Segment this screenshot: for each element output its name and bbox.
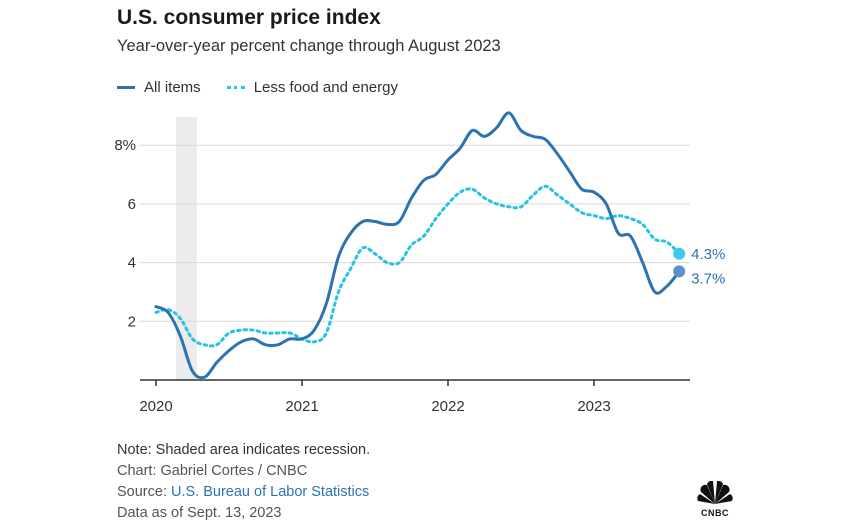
legend: All items Less food and energy (117, 79, 424, 96)
chart-subtitle: Year-over-year percent change through Au… (117, 37, 501, 55)
end-label-core: 4.3% (691, 246, 725, 263)
footer: Note: Shaded area indicates recession. C… (117, 440, 370, 524)
footer-note: Note: Shaded area indicates recession. (117, 442, 371, 458)
y-tick-label: 2 (128, 313, 136, 330)
legend-item-all-items: All items (117, 79, 201, 96)
legend-label-all-items: All items (144, 79, 201, 96)
footer-source: Source: U.S. Bureau of Labor Statistics (117, 482, 370, 503)
x-tick-label: 2022 (431, 398, 464, 415)
logo-text: CNBC (701, 508, 729, 518)
footer-data-date: Data as of Sept. 13, 2023 (117, 505, 282, 521)
footer-source-prefix: Source: (117, 484, 171, 500)
x-tick-label: 2023 (577, 398, 610, 415)
x-tick-label: 2020 (139, 398, 172, 415)
legend-swatch-solid (117, 86, 135, 89)
series-line-all-items (154, 111, 681, 380)
footer-credit: Chart: Gabriel Cortes / CNBC (117, 463, 308, 479)
y-tick-label: 6 (128, 196, 136, 213)
y-tick-label: 4 (128, 255, 136, 272)
peacock-icon (697, 480, 733, 504)
x-tick-label: 2021 (285, 398, 318, 415)
end-point-core (673, 247, 686, 260)
legend-item-core: Less food and energy (226, 79, 398, 96)
legend-label-core: Less food and energy (253, 79, 398, 96)
chart-title: U.S. consumer price index (117, 6, 381, 29)
series-line-core (154, 184, 681, 348)
recession-shade (176, 117, 197, 380)
legend-swatch-dotted (226, 86, 245, 89)
cnbc-logo: CNBC (692, 480, 738, 518)
end-point-all-items (673, 265, 686, 278)
source-link[interactable]: U.S. Bureau of Labor Statistics (171, 484, 370, 500)
y-tick-label: 8% (114, 137, 136, 154)
end-label-all-items: 3.7% (691, 270, 725, 287)
line-chart: 2 4 6 8% 2020 2021 2022 2023 4.3% 3.7% (114, 111, 725, 415)
